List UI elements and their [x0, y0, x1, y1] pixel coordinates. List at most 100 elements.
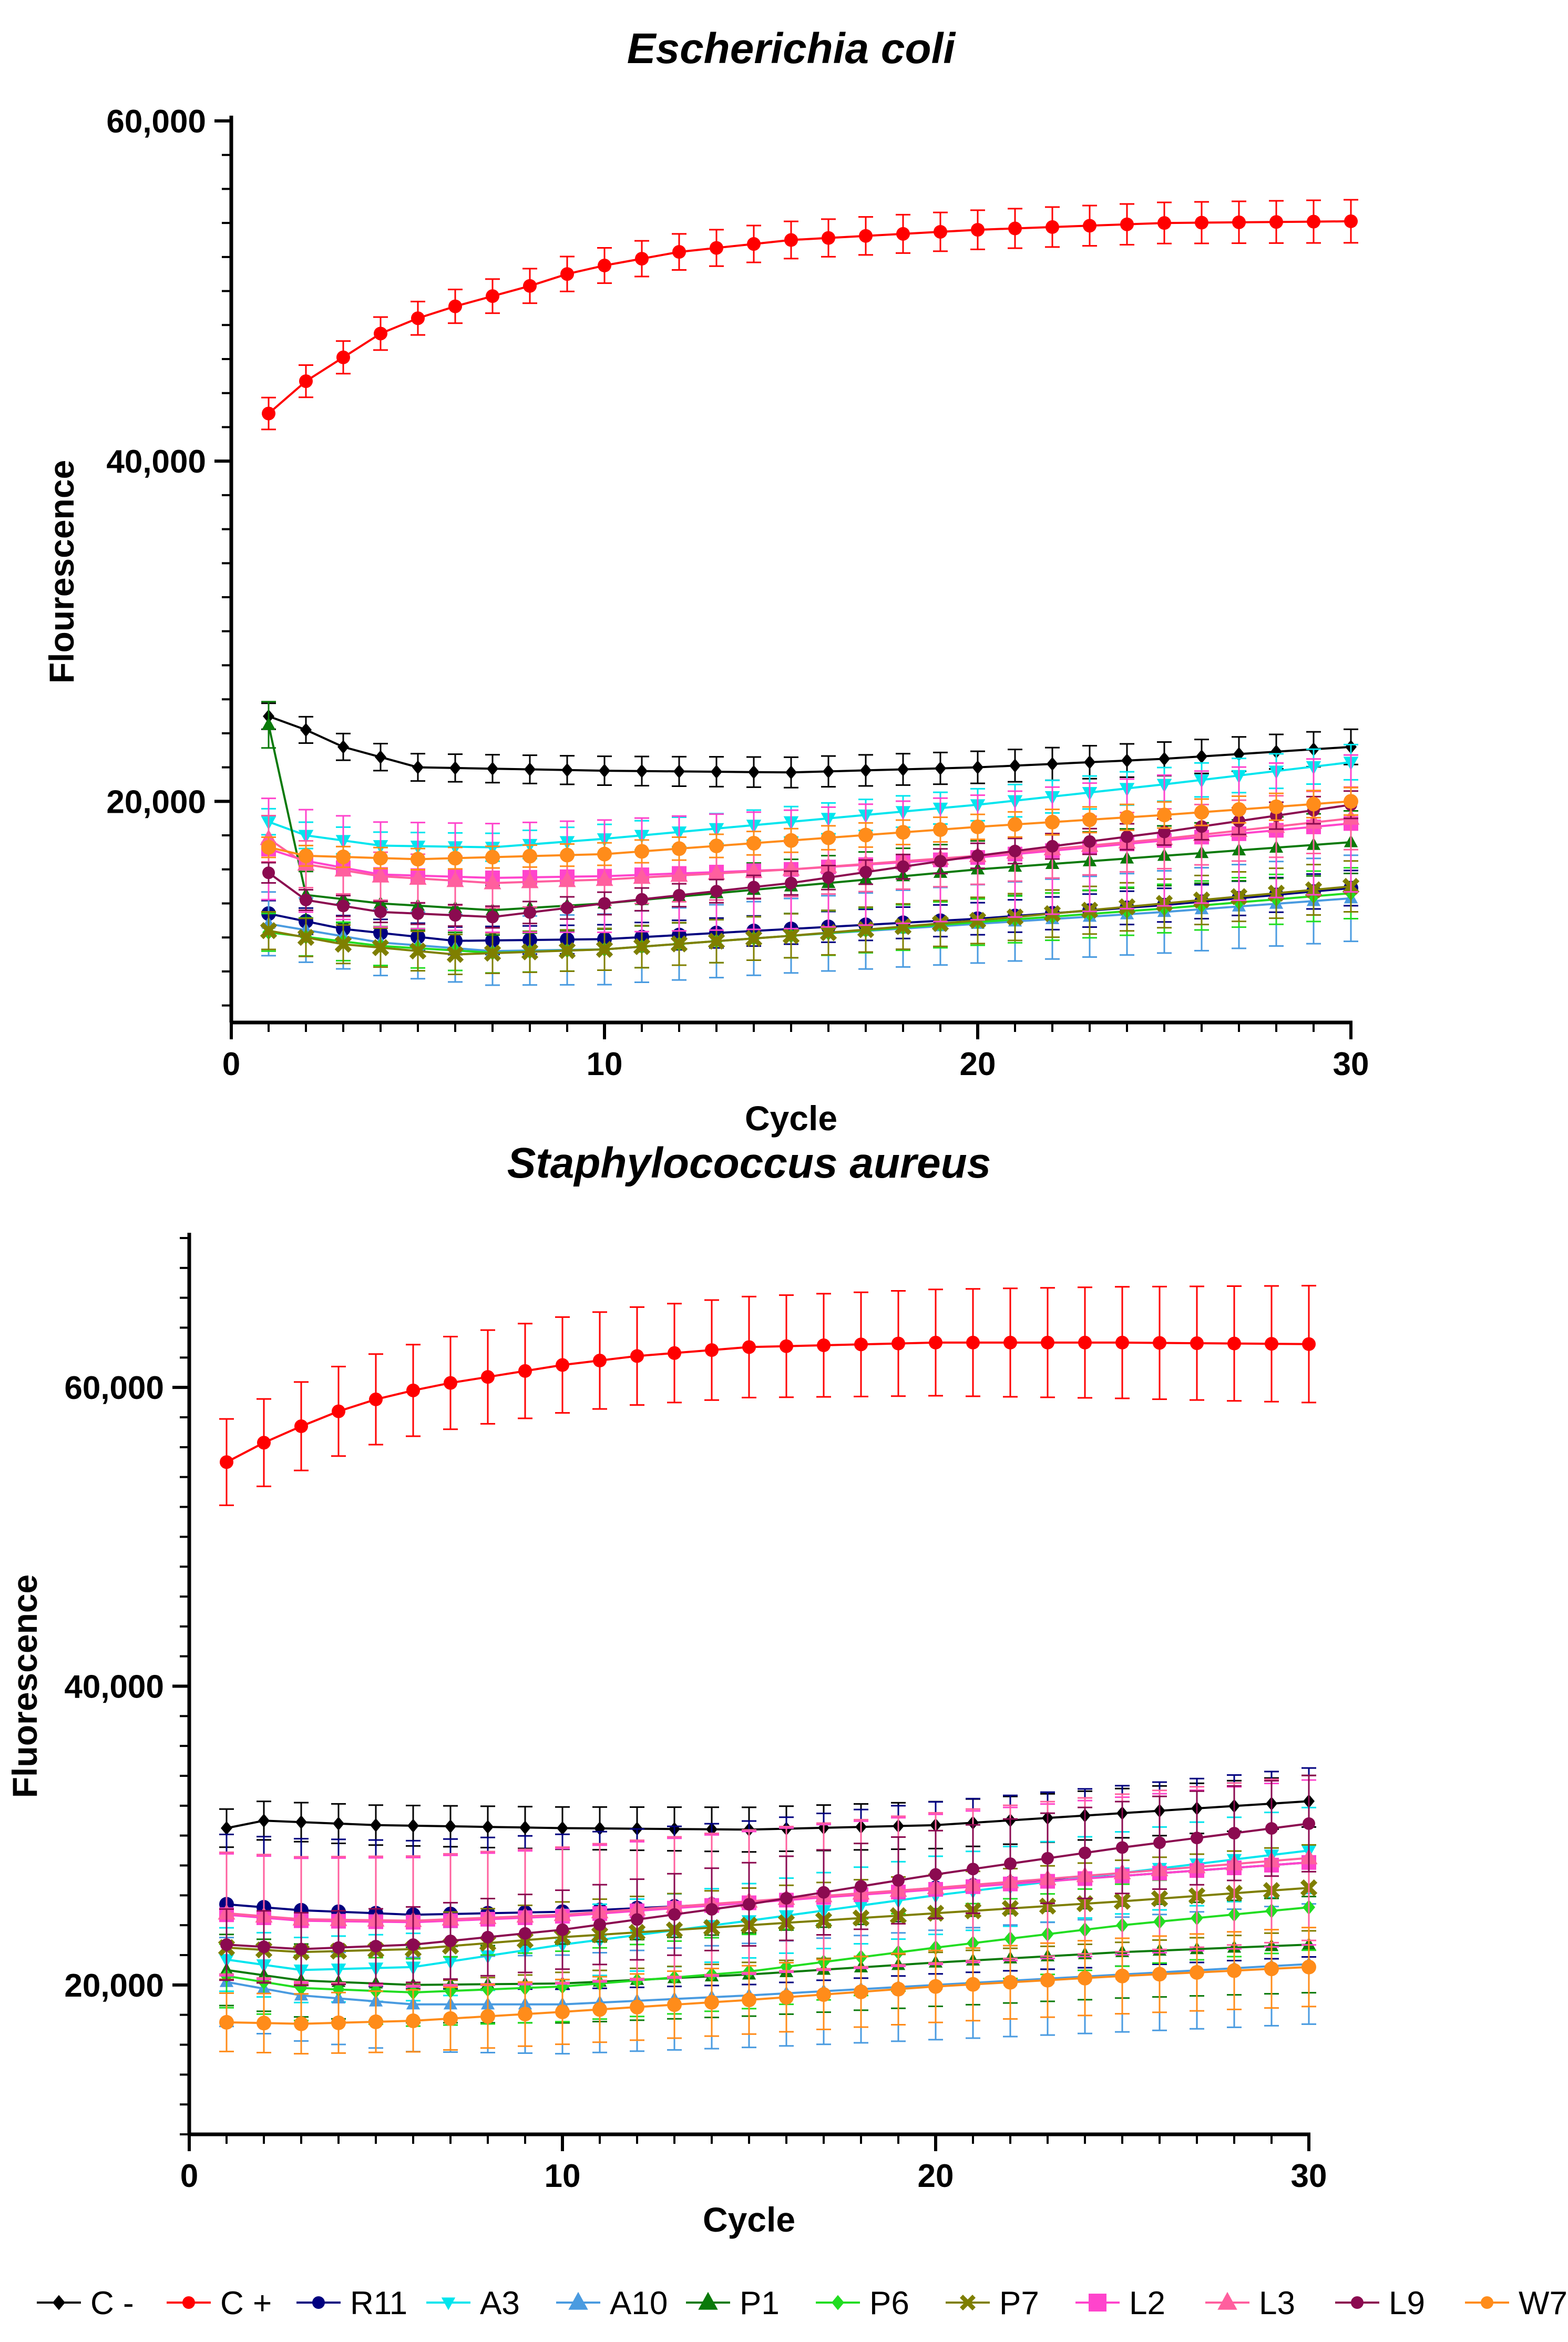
data-point: [524, 762, 536, 776]
data-point: [1265, 1822, 1278, 1835]
data-point: [672, 245, 686, 259]
data-point: [523, 279, 537, 293]
data-point: [1233, 747, 1245, 761]
data-point: [747, 237, 761, 251]
data-point: [409, 942, 427, 960]
data-point: [891, 1981, 906, 1997]
x-tick-label: 20: [960, 1046, 996, 1082]
data-point: [708, 864, 725, 880]
data-point: [816, 1987, 831, 2002]
data-point: [672, 841, 686, 856]
data-point: [858, 827, 873, 843]
data-point: [407, 1818, 419, 1833]
data-point: [561, 902, 573, 915]
data-point: [704, 1995, 719, 2010]
data-point: [1344, 794, 1358, 809]
data-point: [485, 850, 500, 865]
data-point: [332, 1941, 345, 1954]
data-point: [636, 893, 648, 906]
data-point: [634, 844, 649, 859]
data-point: [486, 289, 499, 303]
data-point: [332, 1404, 345, 1418]
data-point: [1269, 799, 1284, 814]
data-point: [896, 825, 910, 840]
data-point: [484, 944, 501, 962]
data-point: [782, 927, 800, 945]
data-point: [370, 1818, 382, 1832]
data-point: [558, 942, 576, 959]
series-A10: [261, 854, 1358, 986]
data-point: [1079, 1846, 1091, 1859]
data-point: [221, 1821, 232, 1835]
legend-label: C -: [90, 2285, 134, 2321]
legend-label: R11: [350, 2285, 407, 2321]
data-point: [745, 929, 763, 947]
legend-marker-triangle-down: [441, 2297, 456, 2310]
legend-marker-square: [1089, 2294, 1106, 2312]
data-point: [933, 822, 948, 837]
data-point: [518, 2007, 532, 2022]
x-tick-label: 10: [545, 2158, 581, 2194]
data-point: [599, 763, 610, 778]
data-point: [1004, 1857, 1017, 1870]
data-point: [1344, 214, 1358, 228]
legend-entry: P6: [816, 2285, 909, 2321]
data-point: [745, 862, 763, 878]
y-axis-label: Fluorescence: [5, 1574, 44, 1798]
legend-entry: W7: [1465, 2285, 1567, 2321]
data-point: [1302, 1337, 1316, 1351]
legend-label: W7: [1519, 2285, 1567, 2321]
data-point: [299, 848, 313, 863]
data-point: [1159, 752, 1170, 766]
data-point: [294, 1419, 308, 1434]
data-point: [1041, 1852, 1054, 1865]
data-point: [1227, 1963, 1242, 1978]
data-point: [1008, 221, 1022, 236]
data-point: [1078, 1970, 1092, 1986]
data-point: [258, 1940, 270, 1954]
data-point: [966, 1335, 980, 1349]
x-axis-label: Cycle: [703, 2200, 795, 2239]
data-point: [747, 881, 760, 894]
data-point: [446, 871, 464, 887]
data-point: [560, 847, 575, 863]
data-point: [1194, 805, 1209, 820]
data-point: [673, 764, 685, 779]
data-point: [785, 765, 797, 780]
data-point: [668, 1346, 681, 1360]
data-point: [1190, 1336, 1204, 1351]
data-point: [560, 267, 574, 281]
data-point: [1303, 1817, 1315, 1830]
data-point: [295, 1942, 308, 1956]
data-point: [449, 761, 461, 775]
series-line: [268, 715, 1351, 774]
data-point: [1121, 830, 1133, 843]
data-point: [897, 860, 909, 873]
data-point: [524, 906, 536, 919]
data-point: [480, 2009, 495, 2024]
data-point: [1041, 1335, 1054, 1349]
series-Cminus: [261, 702, 1358, 789]
data-point: [1269, 215, 1283, 229]
data-point: [593, 1918, 606, 1931]
data-point: [522, 848, 537, 864]
data-point: [596, 870, 613, 886]
data-point: [521, 872, 539, 888]
data-point: [668, 1908, 681, 1921]
series-line: [268, 885, 1351, 956]
data-point: [929, 1868, 942, 1881]
series-line: [268, 817, 1351, 884]
legend-marker-circle: [312, 2296, 325, 2309]
series-L9: [261, 790, 1358, 929]
series-line: [268, 822, 1351, 879]
legend-entry: L2: [1075, 2285, 1165, 2321]
data-point: [1196, 749, 1207, 764]
data-point: [593, 1354, 607, 1368]
data-point: [710, 885, 723, 898]
series-P7: [218, 1844, 1318, 1986]
series-line: [226, 1822, 1309, 1950]
data-point: [1115, 1968, 1130, 1983]
data-point: [519, 1927, 531, 1940]
data-point: [779, 1990, 794, 2005]
data-point: [970, 819, 985, 834]
